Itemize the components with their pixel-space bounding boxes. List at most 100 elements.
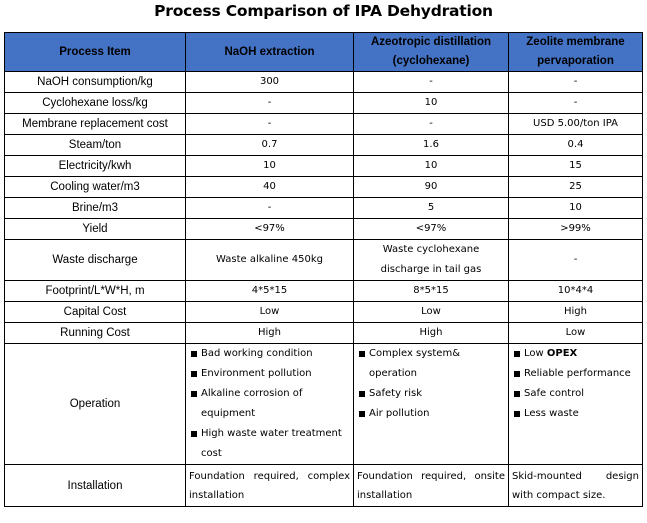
cell-value: -: [353, 113, 509, 135]
bullet-list: Bad working condition Environment pollut…: [189, 345, 350, 464]
row-label: Operation: [4, 343, 186, 465]
list-item: Safe control: [513, 384, 639, 404]
cell-value: 25: [508, 176, 643, 198]
cell-value: Foundation required, complex installatio…: [185, 464, 354, 507]
operation-azeo-cell: Complex system& operation Safety risk Ai…: [353, 343, 509, 465]
cell-value: 300: [185, 71, 354, 93]
cell-value: >99%: [508, 218, 643, 240]
row-label: Running Cost: [4, 322, 186, 344]
row-label: Cyclohexane loss/kg: [4, 92, 186, 114]
list-item: Bad working condition: [190, 345, 350, 365]
bullet-list: Complex system& operation Safety risk Ai…: [357, 345, 505, 425]
cell-value: High: [508, 301, 643, 323]
bullet-square-icon: [514, 371, 520, 377]
list-item: Less waste: [513, 404, 639, 424]
row-label: Waste discharge: [4, 239, 186, 281]
header-process-item: Process Item: [4, 32, 186, 72]
table-row: Footprint/L*W*H, m 4*5*15 8*5*15 10*4*4: [4, 280, 643, 302]
row-label: Footprint/L*W*H, m: [4, 280, 186, 302]
cell-value: Waste alkaline 450kg: [185, 239, 354, 281]
cell-value: -: [508, 92, 643, 114]
bullet-list: Low OPEX Reliable performance Safe contr…: [512, 345, 639, 425]
cell-value: -: [185, 197, 354, 219]
list-item: Alkaline corrosion of equipment: [190, 384, 350, 424]
row-label: Yield: [4, 218, 186, 240]
cell-value: -: [508, 71, 643, 93]
comparison-table: Process Item NaOH extraction Azeotropic …: [4, 32, 643, 507]
operation-naoh-cell: Bad working condition Environment pollut…: [185, 343, 354, 465]
cell-value: Waste cyclohexane discharge in tail gas: [353, 239, 509, 281]
cell-value: <97%: [185, 218, 354, 240]
cell-value: 5: [353, 197, 509, 219]
cell-value: Low: [353, 301, 509, 323]
installation-row: Installation Foundation required, comple…: [4, 464, 643, 507]
table-row: NaOH consumption/kg 300 - -: [4, 71, 643, 93]
cell-value: <97%: [353, 218, 509, 240]
list-item: Air pollution: [358, 404, 505, 424]
cell-value: 10: [353, 155, 509, 177]
bullet-square-icon: [191, 351, 197, 357]
table-row: Electricity/kwh 10 10 15: [4, 155, 643, 177]
table-row: Running Cost High High Low: [4, 322, 643, 344]
cell-value: 40: [185, 176, 354, 198]
header-naoh-extraction: NaOH extraction: [185, 32, 354, 72]
bullet-square-icon: [191, 371, 197, 377]
bullet-square-icon: [191, 431, 197, 437]
cell-value: 1.6: [353, 134, 509, 156]
row-label: Membrane replacement cost: [4, 113, 186, 135]
row-label: Brine/m3: [4, 197, 186, 219]
list-item: Low OPEX: [513, 345, 639, 365]
row-label: Capital Cost: [4, 301, 186, 323]
list-item: Complex system& operation: [358, 345, 505, 385]
bullet-square-icon: [359, 411, 365, 417]
list-item: Environment pollution: [190, 364, 350, 384]
table-row: Steam/ton 0.7 1.6 0.4: [4, 134, 643, 156]
bullet-square-icon: [359, 391, 365, 397]
cell-value: 10: [353, 92, 509, 114]
cell-value: Low: [508, 322, 643, 344]
header-azeotropic-distillation: Azeotropic distillation (cyclohexane): [353, 32, 509, 72]
cell-value: -: [185, 113, 354, 135]
cell-value: 10: [508, 197, 643, 219]
header-row: Process Item NaOH extraction Azeotropic …: [4, 32, 643, 72]
cell-value: 8*5*15: [353, 280, 509, 302]
list-item: Reliable performance: [513, 364, 639, 384]
cell-value: -: [353, 71, 509, 93]
row-label: Installation: [4, 464, 186, 507]
cell-value: 0.4: [508, 134, 643, 156]
row-label: Steam/ton: [4, 134, 186, 156]
operation-zeolite-cell: Low OPEX Reliable performance Safe contr…: [508, 343, 643, 465]
operation-row: Operation Bad working condition Environm…: [4, 343, 643, 465]
table-row: Membrane replacement cost - - USD 5.00/t…: [4, 113, 643, 135]
cell-value: High: [185, 322, 354, 344]
cell-value: High: [353, 322, 509, 344]
table-row: Brine/m3 - 5 10: [4, 197, 643, 219]
table-row: Capital Cost Low Low High: [4, 301, 643, 323]
table-row: Cyclohexane loss/kg - 10 -: [4, 92, 643, 114]
cell-value: 10*4*4: [508, 280, 643, 302]
bullet-square-icon: [514, 391, 520, 397]
cell-value: 4*5*15: [185, 280, 354, 302]
row-label: Cooling water/m3: [4, 176, 186, 198]
cell-value: -: [508, 239, 643, 281]
list-item: High waste water treatment cost: [190, 424, 350, 464]
cell-value: 90: [353, 176, 509, 198]
row-label: Electricity/kwh: [4, 155, 186, 177]
cell-value: 10: [185, 155, 354, 177]
cell-value: Foundation required, onsite installation: [353, 464, 509, 507]
list-item: Safety risk: [358, 384, 505, 404]
cell-value: 0.7: [185, 134, 354, 156]
page-title: Process Comparison of IPA Dehydration: [154, 2, 493, 20]
table-row: Waste discharge Waste alkaline 450kg Was…: [4, 239, 643, 281]
cell-value: Low: [185, 301, 354, 323]
bullet-square-icon: [191, 391, 197, 397]
table-row: Yield <97% <97% >99%: [4, 218, 643, 240]
row-label: NaOH consumption/kg: [4, 71, 186, 93]
bullet-square-icon: [359, 351, 365, 357]
header-zeolite-membrane: Zeolite membrane pervaporation: [508, 32, 643, 72]
bullet-square-icon: [514, 351, 520, 357]
bullet-square-icon: [514, 411, 520, 417]
cell-value: 15: [508, 155, 643, 177]
cell-value: USD 5.00/ton IPA: [508, 113, 643, 135]
cell-value: Skid-mounted design with compact size.: [508, 464, 643, 507]
